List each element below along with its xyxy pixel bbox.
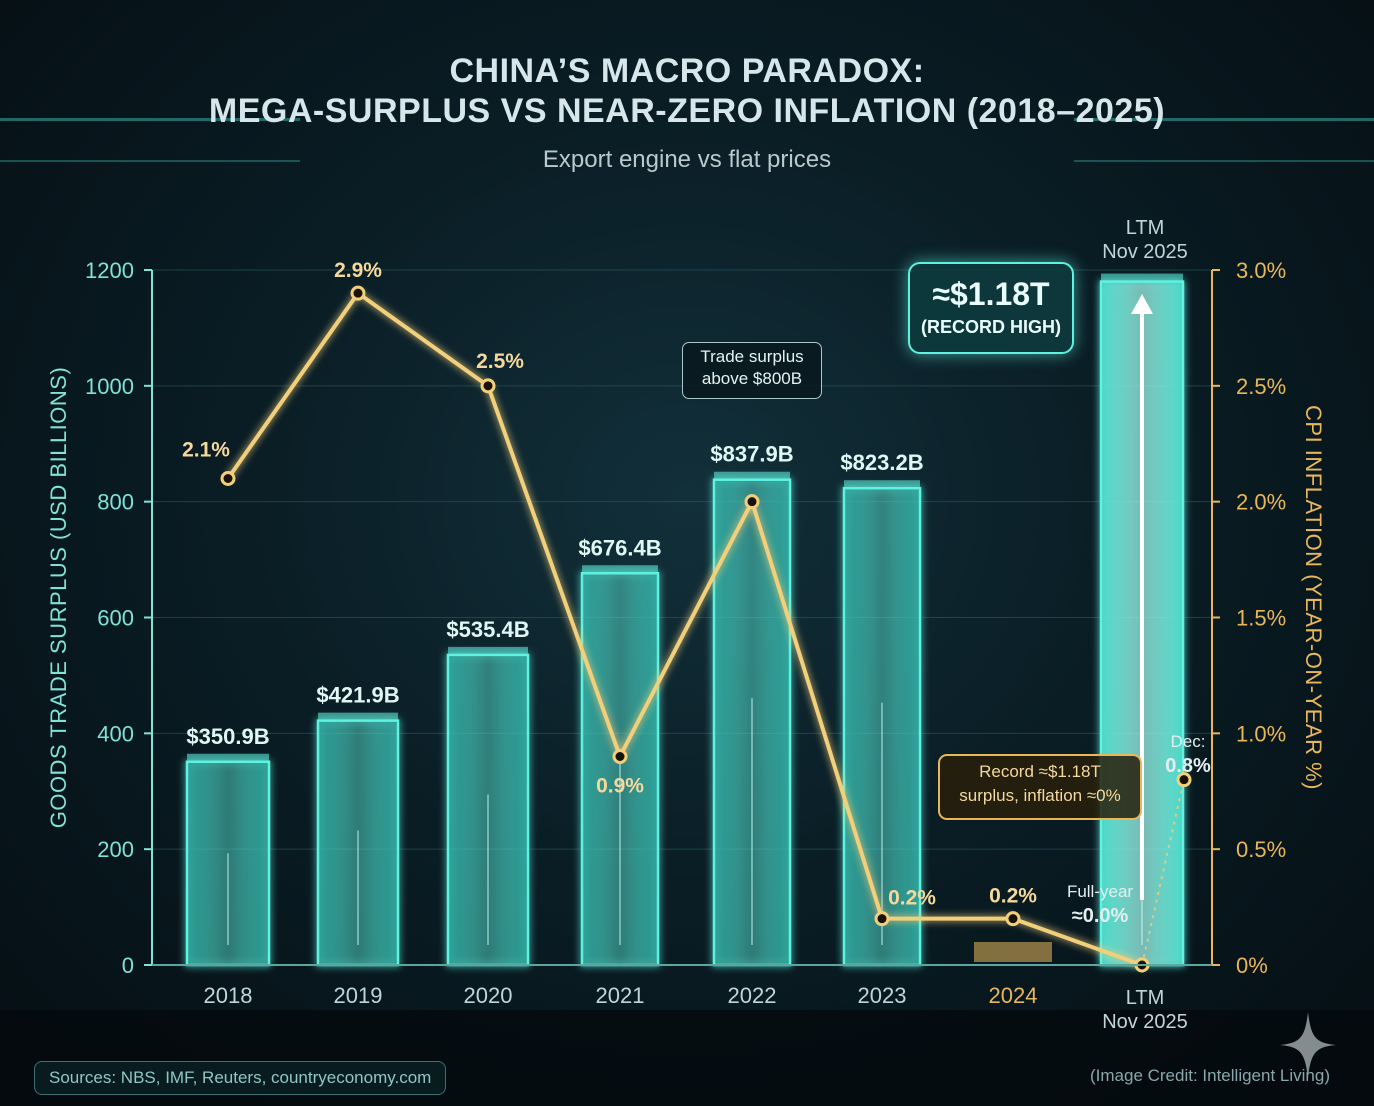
sources-badge: Sources: NBS, IMF, Reuters, countryecono… <box>34 1061 447 1095</box>
dec-value: 0.8% <box>1165 755 1211 777</box>
bar-value-label: $823.2B <box>840 450 923 475</box>
x-tick-label: 2023 <box>858 983 907 1008</box>
bar-top <box>844 480 920 489</box>
cpi-value-label: 2.1% <box>182 439 230 462</box>
bar <box>580 572 660 967</box>
decor-band <box>1074 118 1374 121</box>
bar-top <box>714 471 790 480</box>
right-tick-label: 3.0% <box>1236 258 1286 283</box>
fullyear-cpi-label: Full-year ≈0.0% <box>1060 880 1140 928</box>
cpi-value-label: 0.9% <box>596 775 644 798</box>
right-tick-label: 0.5% <box>1236 837 1286 862</box>
right-tick-label: 0% <box>1236 953 1268 978</box>
cpi-point <box>612 749 628 764</box>
surplus-callout-line2: above $800B <box>701 369 803 388</box>
chart-title-line1: CHINA’S MACRO PARADOX: <box>449 52 925 90</box>
record-inflation-callout: Record ≈$1.18T surplus, inflation ≈0% <box>938 754 1142 820</box>
left-tick-label: 200 <box>97 837 134 862</box>
ltm-bottom-line1: LTM <box>1125 987 1165 1009</box>
x-tick-label: 2019 <box>334 983 383 1008</box>
surplus-callout-line1: Trade surplus <box>700 347 804 366</box>
surplus-800b-callout: Trade surplus above $800B <box>682 342 822 399</box>
x-tick-label: 2020 <box>464 983 513 1008</box>
bar-value-label: $421.9B <box>316 683 399 708</box>
fullyear-value: ≈0.0% <box>1071 905 1129 927</box>
bar-value-label: $535.4B <box>446 617 529 642</box>
cpi-value-label: 2.9% <box>334 259 382 282</box>
ltm-arrow-head <box>1131 294 1153 314</box>
left-tick-label: 1000 <box>85 374 134 399</box>
bars: $350.9B $421.9B $535.4B $676.4B $837.9B $823.… <box>185 273 1185 967</box>
left-tick-label: 600 <box>97 606 134 631</box>
cpi-point <box>874 911 890 927</box>
bar-value-label: $350.9B <box>186 724 269 749</box>
chart-title-line2: MEGA-SURPLUS VS NEAR-ZERO INFLATION (201… <box>208 92 1166 130</box>
cpi-value-label: 0.2% <box>989 885 1037 908</box>
bar-value-label: $837.9B <box>710 442 793 467</box>
bar-top <box>318 712 398 721</box>
record-high-label: (RECORD HIGH) <box>921 317 1061 337</box>
cpi-value-label: 0.2% <box>888 887 936 910</box>
chart-subtitle: Export engine vs flat prices <box>542 146 832 173</box>
cpi-point <box>744 494 760 510</box>
left-axis-title: GOODS TRADE SURPLUS (USD BILLIONS) <box>46 367 71 829</box>
decor-band <box>0 160 300 162</box>
right-tick-label: 1.0% <box>1236 721 1286 746</box>
left-tick-label: 800 <box>97 490 134 515</box>
cpi-point <box>480 378 496 394</box>
decor-band <box>0 118 300 121</box>
left-tick-label: 0 <box>122 953 134 978</box>
x-tick-label: 2024 <box>989 983 1038 1008</box>
x-tick-label: 2018 <box>204 983 253 1008</box>
bar <box>316 719 400 967</box>
cpi-point <box>220 471 236 486</box>
bar-top <box>448 646 528 655</box>
bar-top <box>187 753 269 762</box>
cpi-polyline <box>226 291 1143 967</box>
record-high-value: ≈$1.18T <box>932 276 1050 312</box>
fullyear-prefix: Full-year <box>1066 882 1134 901</box>
left-tick-label: 400 <box>97 721 134 746</box>
cpi-line: 2.1% 2.9% 2.5% 0.9% 0.2% 0.2% <box>182 259 1192 973</box>
axes: 0 0% 200 0.5% 400 1.0% 600 1.5% 800 2.0% 1000 2.5% 1… <box>46 258 1326 1008</box>
ltm-top-line1: LTM <box>1125 217 1165 239</box>
bar-top <box>1101 273 1183 282</box>
ltm-bottom-line2: Nov 2025 <box>1102 1011 1188 1033</box>
bar-top <box>582 565 658 574</box>
bar <box>185 760 271 967</box>
cpi-point <box>1005 911 1021 927</box>
left-tick-label: 1200 <box>85 258 134 283</box>
ltm-top-label: LTM Nov 2025 <box>1090 216 1200 264</box>
record-high-callout: ≈$1.18T (RECORD HIGH) <box>908 262 1074 354</box>
right-tick-label: 2.5% <box>1236 374 1286 399</box>
bar-2024 <box>974 942 1052 962</box>
ltm-top-line2: Nov 2025 <box>1102 241 1188 263</box>
bar <box>842 486 922 967</box>
bar <box>446 653 530 967</box>
x-tick-label: 2021 <box>596 983 645 1008</box>
cpi-point <box>350 285 366 301</box>
right-axis-title: CPI INFLATION (YEAR-ON-YEAR %) <box>1301 405 1326 790</box>
cpi-value-label: 2.5% <box>476 350 524 373</box>
decor-band <box>1074 160 1374 162</box>
dec-cpi-label: Dec: 0.8% <box>1156 730 1220 778</box>
record-inflation-line1: Record ≈$1.18T <box>979 762 1101 781</box>
bar <box>712 478 792 967</box>
bar-value-label: $676.4B <box>578 535 661 560</box>
sparkle-icon <box>1280 1012 1336 1078</box>
x-tick-label: 2022 <box>728 983 777 1008</box>
ltm-x-tick-label: LTM Nov 2025 <box>1090 986 1200 1034</box>
right-tick-label: 1.5% <box>1236 606 1286 631</box>
dec-prefix: Dec: <box>1170 732 1206 751</box>
right-tick-label: 2.0% <box>1236 490 1286 515</box>
dec-point <box>1176 772 1192 788</box>
image-credit: (Image Credit: Intelligent Living) <box>1089 1066 1330 1085</box>
record-inflation-line2: surplus, inflation ≈0% <box>959 786 1121 805</box>
